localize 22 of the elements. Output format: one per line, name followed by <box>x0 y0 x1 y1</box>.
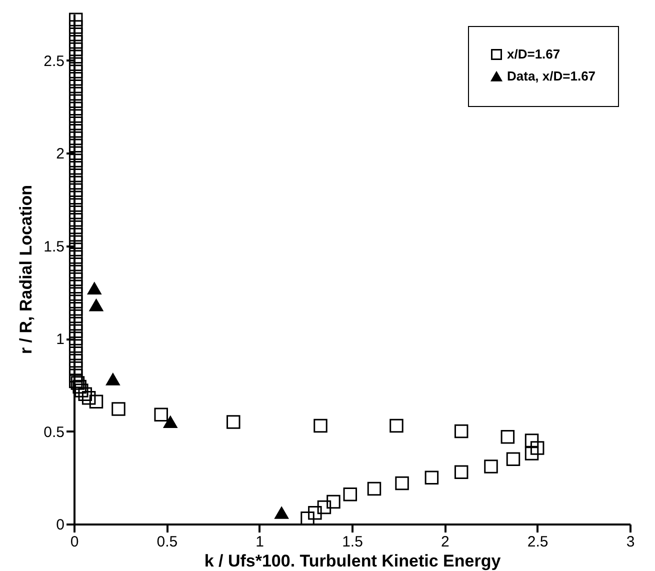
x-tick-label: 3 <box>626 534 635 550</box>
point <box>164 416 178 428</box>
y-tick-label: 2 <box>56 146 64 163</box>
y-tick-label: 1 <box>56 331 64 348</box>
x-tick-label: 2 <box>440 534 450 550</box>
y-tick-label: 0 <box>56 516 64 534</box>
point <box>106 373 120 386</box>
y-tick-label: 1.5 <box>44 238 64 256</box>
legend-label: Data, x/D=1.67 <box>507 68 596 84</box>
point <box>89 299 104 312</box>
x-tick-label: 2.5 <box>527 534 548 550</box>
legend-label: x/D=1.67 <box>507 46 560 62</box>
point <box>88 282 102 295</box>
x-tick-label: 1.5 <box>342 534 363 550</box>
x-tick-label: 0 <box>70 534 79 550</box>
y-axis-title: r / R, Radial Location <box>16 184 36 354</box>
point <box>274 506 288 519</box>
y-tick-label: 0.5 <box>44 424 64 441</box>
x-tick-label: 0.5 <box>156 534 178 550</box>
x-axis-title: k / Ufs*100. Turbulent Kinetic Energy <box>204 552 502 570</box>
y-tick-label: 2.5 <box>44 52 64 70</box>
x-tick-label: 1 <box>256 534 264 550</box>
